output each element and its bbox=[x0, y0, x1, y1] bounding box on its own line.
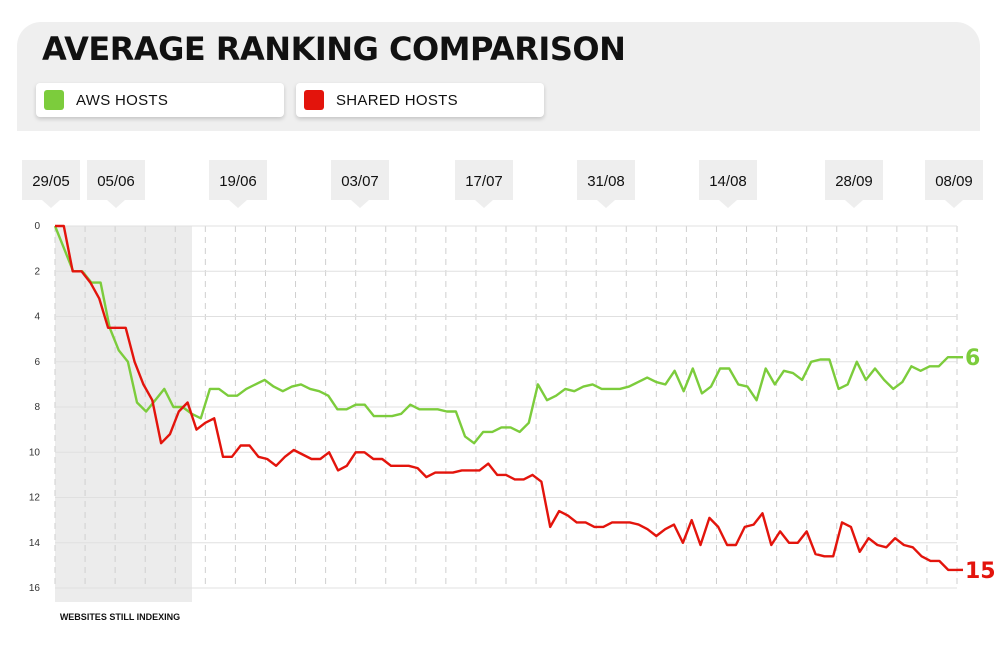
y-tick-label: 4 bbox=[34, 312, 40, 323]
indexing-label: WEBSITES STILL INDEXING bbox=[60, 612, 180, 622]
y-tick-label: 12 bbox=[29, 493, 41, 504]
date-label: 14/08 bbox=[709, 173, 747, 190]
date-label: 29/05 bbox=[32, 173, 70, 190]
y-tick-label: 10 bbox=[29, 447, 41, 458]
legend-item-shared-hosts: SHARED HOSTS bbox=[296, 83, 544, 117]
end-label-shared-hosts: 15 bbox=[965, 559, 995, 584]
date-callout bbox=[699, 160, 757, 208]
legend-item-aws-hosts: AWS HOSTS bbox=[36, 83, 284, 117]
date-callout bbox=[22, 160, 80, 208]
date-callout bbox=[455, 160, 513, 208]
date-callout bbox=[331, 160, 389, 208]
y-tick-label: 8 bbox=[34, 402, 40, 413]
y-tick-label: 0 bbox=[34, 221, 40, 232]
date-label: 08/09 bbox=[935, 173, 973, 190]
indexing-shade bbox=[55, 226, 192, 602]
date-callout bbox=[87, 160, 145, 208]
y-tick-label: 16 bbox=[29, 583, 41, 594]
legend-label-shared: SHARED HOSTS bbox=[336, 91, 458, 109]
y-tick-label: 6 bbox=[34, 357, 40, 368]
date-callout bbox=[925, 160, 983, 208]
date-label: 03/07 bbox=[341, 173, 379, 190]
chart-title: AVERAGE RANKING COMPARISON bbox=[42, 30, 626, 68]
y-tick-label: 2 bbox=[34, 266, 40, 277]
legend-swatch-shared bbox=[304, 90, 324, 110]
end-label-aws-hosts: 6 bbox=[965, 346, 980, 371]
series-line-aws-hosts bbox=[53, 225, 957, 445]
date-callout bbox=[825, 160, 883, 208]
series-line-shared-hosts bbox=[55, 224, 957, 572]
date-label: 28/09 bbox=[835, 173, 873, 190]
date-label: 17/07 bbox=[465, 173, 503, 190]
y-tick-label: 14 bbox=[29, 538, 41, 549]
date-callout bbox=[577, 160, 635, 208]
date-label: 19/06 bbox=[219, 173, 257, 190]
date-label: 05/06 bbox=[97, 173, 135, 190]
legend-swatch-aws bbox=[44, 90, 64, 110]
date-callout bbox=[209, 160, 267, 208]
date-label: 31/08 bbox=[587, 173, 625, 190]
legend-label-aws: AWS HOSTS bbox=[76, 91, 169, 109]
